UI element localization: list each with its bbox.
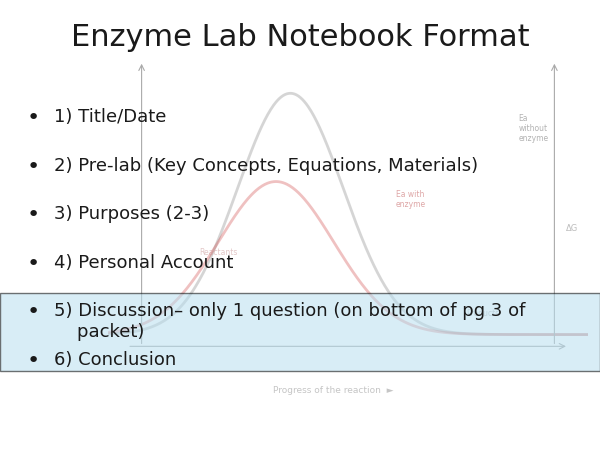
Text: Ea
without
enzyme: Ea without enzyme xyxy=(518,114,548,144)
Text: Enzyme Lab Notebook Format: Enzyme Lab Notebook Format xyxy=(71,22,529,51)
Text: •: • xyxy=(26,254,40,274)
Text: 4) Personal Account: 4) Personal Account xyxy=(54,254,233,272)
Text: ΔG: ΔG xyxy=(566,224,578,233)
Text: Reactants: Reactants xyxy=(199,248,238,256)
Text: •: • xyxy=(26,157,40,176)
Text: Progress of the reaction  ►: Progress of the reaction ► xyxy=(274,386,394,395)
Text: 6) Conclusion: 6) Conclusion xyxy=(54,351,176,369)
Text: 2) Pre-lab (Key Concepts, Equations, Materials): 2) Pre-lab (Key Concepts, Equations, Mat… xyxy=(54,157,478,175)
Text: •: • xyxy=(26,351,40,371)
Text: 1) Title/Date: 1) Title/Date xyxy=(54,108,166,126)
Text: Ea with
enzyme: Ea with enzyme xyxy=(396,189,426,209)
Text: •: • xyxy=(26,205,40,225)
Text: 3) Purposes (2-3): 3) Purposes (2-3) xyxy=(54,205,209,223)
Text: •: • xyxy=(26,108,40,128)
Text: •: • xyxy=(26,302,40,322)
Text: 5) Discussion– only 1 question (on bottom of pg 3 of
    packet): 5) Discussion– only 1 question (on botto… xyxy=(54,302,526,341)
Text: Products: Products xyxy=(466,310,499,319)
